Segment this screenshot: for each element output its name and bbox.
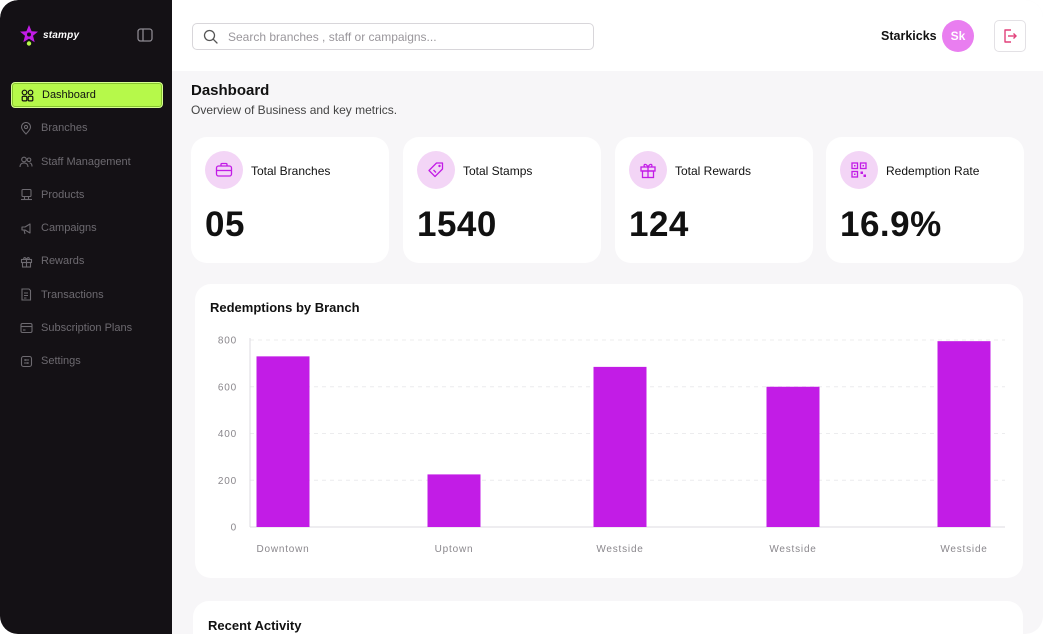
gift-icon	[629, 151, 667, 189]
gift-icon	[19, 254, 33, 268]
sidebar-item-rewards[interactable]: Rewards	[11, 248, 163, 274]
box-icon	[19, 188, 33, 202]
stat-label: Total Rewards	[675, 164, 752, 178]
sidebar-item-staff-management[interactable]: Staff Management	[11, 149, 163, 175]
sidebar-item-label: Campaigns	[41, 222, 97, 235]
sidebar-item-campaigns[interactable]: Campaigns	[11, 215, 163, 241]
y-tick-label: 0	[231, 523, 237, 534]
sidebar-item-label: Branches	[41, 122, 88, 135]
briefcase-icon	[205, 151, 243, 189]
location-pin-icon	[19, 121, 33, 135]
sidebar-item-label: Rewards	[41, 255, 85, 268]
stat-label: Total Stamps	[463, 164, 533, 178]
brand-name: stampy	[43, 29, 80, 41]
chart-bar	[937, 341, 991, 527]
x-tick-label: Westside	[596, 544, 643, 555]
receipt-icon	[19, 288, 33, 302]
y-tick-label: 400	[218, 429, 237, 440]
chart-title: Redemptions by Branch	[210, 300, 360, 315]
stat-card-total-branches: Total Branches 05	[191, 137, 389, 263]
logout-button[interactable]	[994, 20, 1026, 52]
sidebar-item-label: Products	[41, 188, 85, 201]
chart-bar	[256, 356, 310, 527]
sidebar-toggle-icon	[137, 28, 153, 42]
users-icon	[19, 155, 33, 169]
stat-value: 1540	[417, 205, 497, 244]
chart-bar	[593, 366, 647, 527]
megaphone-icon	[19, 221, 33, 235]
x-tick-label: Downtown	[256, 544, 309, 555]
search-box[interactable]	[192, 23, 594, 50]
chart-bar	[427, 474, 481, 527]
sidebar-item-label: Settings	[41, 355, 81, 368]
sidebar-item-subscription-plans[interactable]: Subscription Plans	[11, 315, 163, 341]
sidebar-item-branches[interactable]: Branches	[11, 115, 163, 141]
x-tick-label: Uptown	[435, 544, 474, 555]
page-title: Dashboard	[191, 82, 270, 99]
top-bar: Starkicks Sk	[172, 0, 1043, 71]
recent-activity-title: Recent Activity	[208, 618, 302, 633]
sidebar-item-label: Staff Management	[41, 155, 131, 168]
sidebar-item-settings[interactable]: Settings	[11, 348, 163, 374]
sidebar-item-transactions[interactable]: Transactions	[11, 282, 163, 308]
search-input[interactable]	[228, 29, 568, 44]
sidebar: stampy Dashboard Branches	[0, 0, 172, 634]
sidebar-item-products[interactable]: Products	[11, 182, 163, 208]
stat-label: Total Branches	[251, 164, 331, 178]
sidebar-item-label: Subscription Plans	[41, 322, 133, 335]
avatar[interactable]: Sk	[942, 20, 974, 52]
sidebar-toggle-button[interactable]	[137, 28, 153, 42]
stat-card-redemption-rate: Redemption Rate 16.9%	[826, 137, 1024, 263]
sidebar-item-label: Transactions	[41, 288, 104, 301]
stat-card-total-rewards: Total Rewards 124	[615, 137, 813, 263]
qr-code-icon	[840, 151, 878, 189]
recent-activity-card: Recent Activity	[193, 601, 1023, 634]
y-tick-label: 600	[218, 382, 237, 393]
card-icon	[19, 321, 33, 335]
page-subtitle: Overview of Business and key metrics.	[191, 103, 398, 117]
search-icon	[203, 29, 218, 44]
redemptions-chart-card: Redemptions by Branch 0 200 400 600 800 Downt…	[195, 284, 1023, 578]
sidebar-item-label: Dashboard	[42, 89, 96, 101]
brand-logo[interactable]: stampy	[19, 24, 79, 46]
dashboard-icon	[20, 88, 34, 102]
stampy-star-icon	[20, 25, 38, 46]
tag-icon	[417, 151, 455, 189]
y-tick-label: 200	[218, 476, 237, 487]
x-tick-label: Westside	[940, 544, 987, 555]
logout-icon	[1004, 29, 1017, 43]
stat-value: 124	[629, 205, 689, 244]
stat-value: 05	[205, 205, 245, 244]
stat-card-total-stamps: Total Stamps 1540	[403, 137, 601, 263]
chart-bar	[766, 386, 820, 527]
settings-icon	[19, 354, 33, 368]
stat-label: Redemption Rate	[886, 164, 980, 178]
user-name: Starkicks	[881, 29, 937, 43]
sidebar-item-dashboard[interactable]: Dashboard	[11, 82, 163, 108]
stat-value: 16.9%	[840, 205, 942, 244]
redemptions-bar-chart: 0 200 400 600 800 Downtown Uptown Westside Wests…	[218, 336, 1005, 555]
x-tick-label: Westside	[769, 544, 816, 555]
sidebar-nav: Dashboard Branches Staff Management Prod…	[11, 82, 163, 382]
y-tick-label: 800	[218, 336, 237, 347]
